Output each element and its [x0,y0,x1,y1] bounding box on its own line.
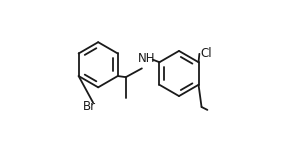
Text: Br: Br [83,101,96,113]
Text: Cl: Cl [200,47,212,60]
Text: NH: NH [137,52,155,65]
